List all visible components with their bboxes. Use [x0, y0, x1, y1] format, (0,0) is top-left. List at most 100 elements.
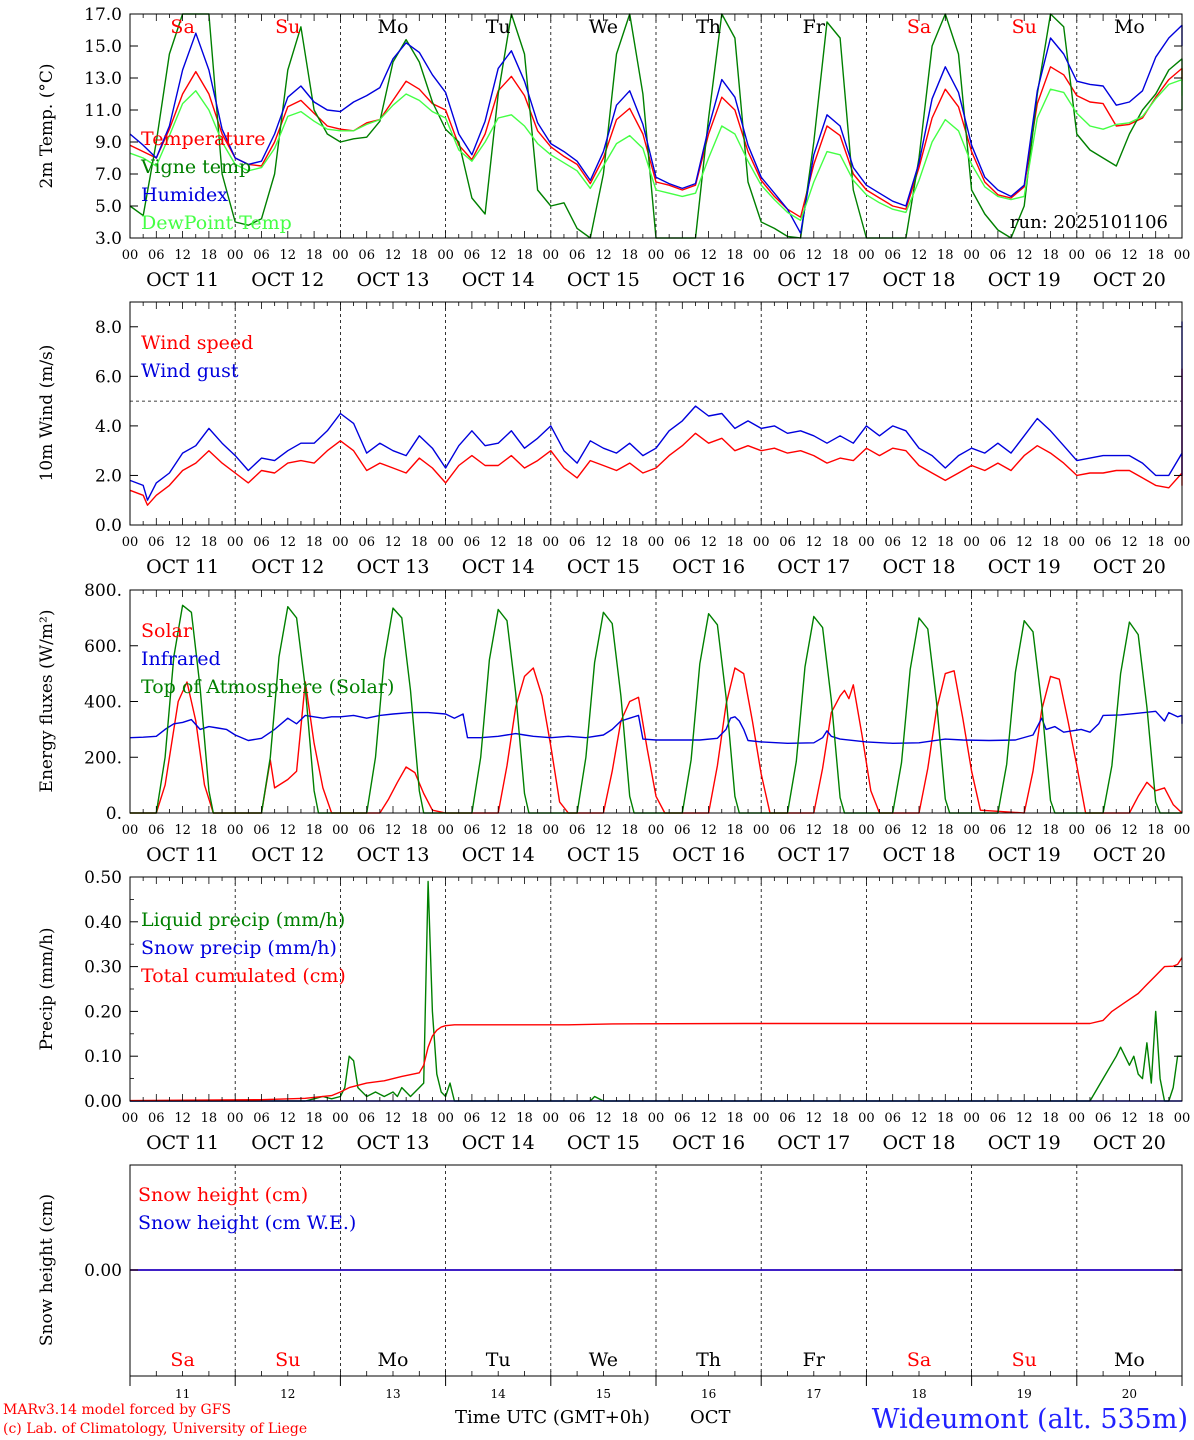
- hour-tick-label: 18: [832, 535, 849, 550]
- y-tick-label: 200.: [84, 748, 122, 768]
- hour-tick-label: 18: [411, 248, 428, 263]
- day-number-label: 16: [701, 1387, 716, 1401]
- date-label: OCT 18: [882, 844, 955, 866]
- hour-tick-label: 12: [490, 248, 507, 263]
- y-axis-label: Snow height (cm): [37, 1194, 57, 1346]
- hour-tick-label: 00: [1069, 248, 1086, 263]
- day-number-label: 15: [596, 1387, 611, 1401]
- hour-tick-label: 00: [122, 823, 139, 838]
- date-label: OCT 14: [462, 1132, 535, 1154]
- hour-tick-label: 06: [253, 248, 270, 263]
- panel-frame: [129, 301, 1183, 526]
- hour-tick-label: 12: [595, 535, 612, 550]
- hour-tick-label: 18: [937, 1111, 954, 1126]
- legend-entry: Vigne temp: [140, 156, 251, 178]
- credit-line-1: MARv3.14 model forced by GFS: [3, 1402, 231, 1418]
- hour-tick-label: 06: [569, 1111, 586, 1126]
- weekday-label: Mo: [1114, 1349, 1145, 1371]
- hour-tick-label: 18: [727, 248, 744, 263]
- hour-tick-label: 18: [411, 535, 428, 550]
- hour-tick-label: 06: [674, 823, 691, 838]
- hour-tick-label: 18: [201, 823, 218, 838]
- hour-tick-label: 00: [858, 823, 875, 838]
- hour-tick-label: 18: [621, 1111, 638, 1126]
- y-tick-label: 5.0: [95, 197, 122, 217]
- hour-tick-label: 18: [516, 1111, 533, 1126]
- hour-tick-label: 00: [122, 535, 139, 550]
- hour-tick-label: 00: [1069, 535, 1086, 550]
- hour-tick-label: 06: [779, 1111, 796, 1126]
- hour-tick-label: 18: [832, 823, 849, 838]
- y-tick-label: 400.: [84, 693, 122, 713]
- legend-entry: Top of Atmosphere (Solar): [141, 676, 394, 698]
- legend-entry: Wind gust: [141, 360, 239, 382]
- hour-tick-label: 00: [648, 248, 665, 263]
- y-tick-label: 9.0: [95, 133, 122, 153]
- date-label: OCT 19: [988, 556, 1061, 578]
- hour-tick-label: 06: [464, 248, 481, 263]
- y-axis-label: Precip (mm/h): [37, 927, 57, 1050]
- hour-tick-label: 06: [253, 535, 270, 550]
- hour-tick-label: 18: [516, 823, 533, 838]
- date-label: OCT 16: [672, 269, 745, 291]
- hour-tick-label: 06: [148, 248, 165, 263]
- date-label: OCT 15: [567, 844, 640, 866]
- hour-tick-label: 12: [490, 1111, 507, 1126]
- series-line-total-cumulated-cm-: [129, 957, 1183, 1102]
- hour-tick-label: 18: [832, 1111, 849, 1126]
- hour-tick-label: 06: [148, 823, 165, 838]
- date-label: OCT 17: [777, 556, 850, 578]
- day-number-label: 13: [385, 1387, 400, 1401]
- date-label: OCT 18: [882, 1132, 955, 1154]
- hour-tick-label: 12: [595, 823, 612, 838]
- hour-tick-label: 00: [648, 535, 665, 550]
- hour-tick-label: 12: [280, 1111, 297, 1126]
- hour-tick-label: 18: [1042, 248, 1059, 263]
- hour-tick-label: 06: [674, 1111, 691, 1126]
- hour-tick-label: 18: [1042, 823, 1059, 838]
- hour-tick-label: 00: [753, 1111, 770, 1126]
- date-label: OCT 17: [777, 1132, 850, 1154]
- hour-tick-label: 18: [1147, 1111, 1164, 1126]
- hour-tick-label: 06: [1095, 248, 1112, 263]
- y-axis-label: Energy fluxes (W/m²): [37, 610, 57, 793]
- date-label: OCT 18: [882, 556, 955, 578]
- weekday-label: Sa: [170, 1349, 194, 1371]
- weekday-label: Su: [275, 16, 300, 38]
- date-label: OCT 15: [567, 269, 640, 291]
- date-label: OCT 14: [462, 844, 535, 866]
- hour-tick-label: 12: [490, 823, 507, 838]
- date-label: OCT 13: [356, 844, 429, 866]
- hour-tick-label: 00: [332, 248, 349, 263]
- hour-tick-label: 18: [1147, 248, 1164, 263]
- y-tick-label: 0.20: [84, 1002, 122, 1022]
- hour-tick-label: 12: [385, 1111, 402, 1126]
- series-line-dewpoint-temp: [129, 78, 1183, 222]
- series-line-humidex: [129, 24, 1183, 234]
- hour-tick-label: 18: [832, 248, 849, 263]
- y-tick-label: 15.0: [84, 37, 122, 57]
- hour-tick-label: 18: [727, 1111, 744, 1126]
- y-tick-label: 8.0: [95, 318, 122, 338]
- hour-tick-label: 18: [727, 535, 744, 550]
- hour-tick-label: 00: [963, 1111, 980, 1126]
- hour-tick-label: 00: [122, 248, 139, 263]
- weekday-label: Mo: [378, 1349, 409, 1371]
- grid-layer: [130, 14, 1182, 1376]
- hour-tick-label: 00: [858, 535, 875, 550]
- legend-entry: Infrared: [141, 648, 221, 670]
- date-label: OCT 19: [988, 844, 1061, 866]
- hour-tick-label: 12: [385, 248, 402, 263]
- hour-tick-label: 18: [621, 535, 638, 550]
- hour-tick-label: 06: [464, 823, 481, 838]
- hour-tick-label: 18: [306, 248, 323, 263]
- hour-tick-label: 06: [884, 535, 901, 550]
- hour-tick-label: 12: [806, 535, 823, 550]
- hour-tick-label: 00: [543, 823, 560, 838]
- series-line-infrared: [129, 710, 1183, 744]
- credit-line-2: (c) Lab. of Climatology, University of L…: [3, 1421, 307, 1437]
- xaxis-month: OCT: [690, 1407, 731, 1428]
- hour-tick-label: 00: [227, 535, 244, 550]
- hour-tick-label: 06: [1095, 823, 1112, 838]
